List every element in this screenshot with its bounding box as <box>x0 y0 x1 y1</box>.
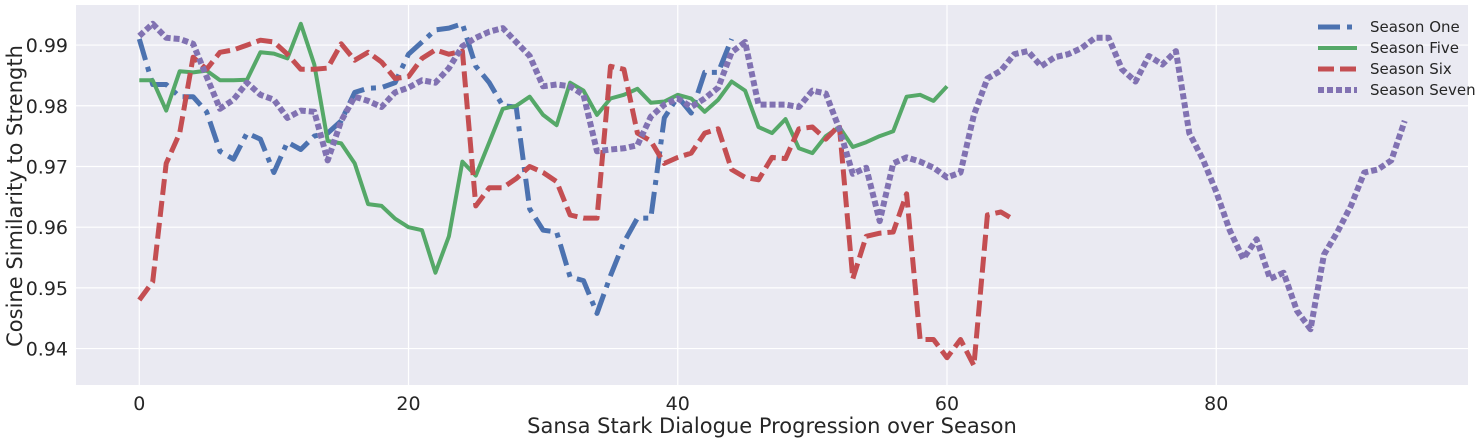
plot-area <box>76 5 1468 385</box>
series-layer <box>136 20 1408 369</box>
series-line-season-five <box>139 21 949 275</box>
series-line-season-six <box>137 37 1016 369</box>
series-line-season-one <box>136 21 734 316</box>
y-tick-label: 0.96 <box>26 217 68 239</box>
y-tick-label: 0.94 <box>26 339 68 361</box>
legend-entry-label: Season Five <box>1370 39 1459 57</box>
y-tick-label: 0.98 <box>26 96 68 118</box>
x-tick-label: 80 <box>1204 393 1228 415</box>
legend-entry-label: Season One <box>1370 18 1460 36</box>
y-tick-label: 0.99 <box>26 35 68 57</box>
legend-entry-label: Season Seven <box>1370 81 1476 99</box>
y-tick-label: 0.97 <box>26 156 68 178</box>
y-tick-label: 0.95 <box>26 278 68 300</box>
x-tick-label: 60 <box>935 393 959 415</box>
x-tick-label: 20 <box>396 393 420 415</box>
x-tick-label: 40 <box>666 393 690 415</box>
legend-entry-label: Season Six <box>1370 60 1452 78</box>
series-line-season-seven <box>137 20 1408 333</box>
x-axis-label: Sansa Stark Dialogue Progression over Se… <box>527 414 1017 438</box>
tick-labels: 0 20 40 60 80 0.94 0.95 0.96 0.97 0.98 0.99 <box>26 35 1229 415</box>
y-axis-label: Cosine Similarity to Strength <box>3 45 27 347</box>
legend: Season One Season Five Season Six Season Se… <box>1318 18 1476 99</box>
x-tick-label: 0 <box>133 393 145 415</box>
